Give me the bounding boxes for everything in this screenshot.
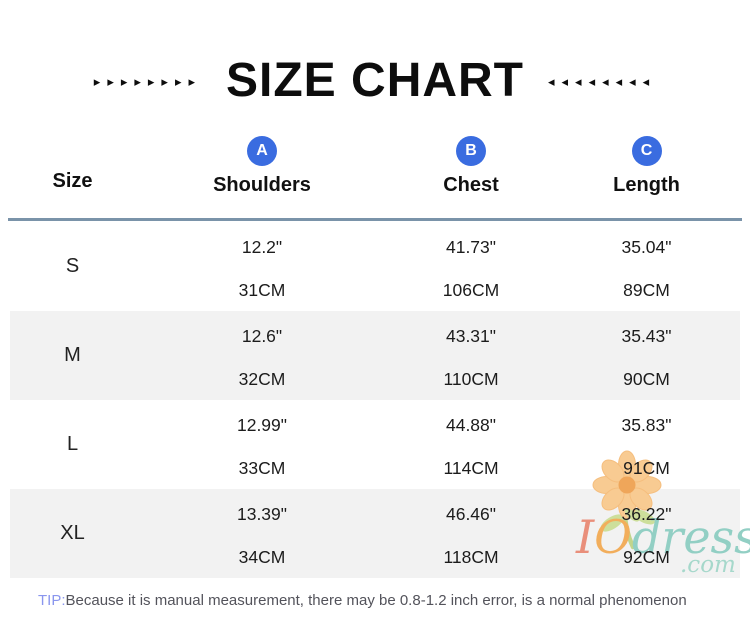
size-column-header: Size [52,169,93,192]
title-row: ▸▸▸▸▸▸▸▸ SIZE CHART ◂◂◂◂◂◂◂◂ [0,44,750,116]
value-cm: 92CM [623,547,670,567]
column-header-chest: B Chest [389,130,553,214]
tip-text: Because it is manual measurement, there … [65,592,687,609]
cell-length: 35.04" 89CM [553,222,740,311]
value-cm: 90CM [623,369,670,389]
tip-label: TIP: [38,592,66,609]
value-cm: 114CM [443,458,499,478]
table-header: Size A Shoulders B Chest C Length [10,130,740,214]
left-arrows-decoration: ▸▸▸▸▸▸▸▸ [93,74,202,90]
column-header-shoulders: A Shoulders [135,130,389,214]
cell-chest: 46.46" 118CM [389,489,553,578]
value-inches: 12.2" [241,237,283,257]
size-value: XL [60,522,85,544]
value-inches: 35.43" [621,326,672,346]
column-label-shoulders: Shoulders [213,174,311,196]
cell-chest: 43.31" 110CM [389,311,553,400]
size-value: L [66,433,79,455]
value-inches: 35.83" [621,415,672,435]
value-inches: 44.88" [445,415,496,435]
table-row-s: S 12.2" 31CM 41.73" 106CM 35.04" 89CM [10,222,740,311]
value-inches: 41.73" [445,237,496,257]
watermark-letter-i: I [575,510,595,564]
cell-shoulders: 12.2" 31CM [135,222,389,311]
value-inches: 13.39" [236,504,287,524]
badge-b-icon: B [456,136,486,166]
value-cm: 32CM [238,369,286,389]
column-header-length: C Length [553,130,740,214]
table-body: S 12.2" 31CM 41.73" 106CM 35.04" 89CM M … [10,222,740,578]
iodress-watermark-logo: IOdress .com [575,450,750,578]
right-arrows-decoration: ◂◂◂◂◂◂◂◂ [548,74,657,90]
value-cm: 89CM [623,280,670,300]
page-title: SIZE CHART [226,53,524,107]
cell-chest: 44.88" 114CM [389,400,553,489]
cell-shoulders: 12.6" 32CM [135,311,389,400]
watermark-tld: .com [680,552,736,578]
badge-a-icon: A [247,136,277,166]
value-cm: 106CM [442,280,500,300]
cell-length: 35.43" 90CM [553,311,740,400]
value-cm: 33CM [238,458,286,478]
column-label-chest: Chest [443,174,499,196]
value-inches: 12.99" [236,415,287,435]
value-inches: 46.46" [445,504,496,524]
cell-length: 36.22" 92CM [553,489,740,578]
table-row-l: L 12.99" 33CM 44.88" 114CM 35.83" 91CM [10,400,740,489]
value-inches: 35.04" [621,237,672,257]
value-cm: 91CM [623,458,670,478]
badge-c-icon: C [631,136,662,166]
table-row-m: M 12.6" 32CM 43.31" 110CM 35.43" 90CM [10,311,740,400]
value-cm: 110CM [443,369,499,389]
value-inches: 43.31" [445,326,496,346]
value-cm: 118CM [443,547,499,567]
size-value: M [64,344,81,366]
cell-shoulders: 12.99" 33CM [135,400,389,489]
value-inches: 12.6" [241,326,283,346]
size-value: S [65,255,80,277]
cell-shoulders: 13.39" 34CM [135,489,389,578]
svg-text:IOdress: IOdress [575,510,750,564]
value-cm: 31CM [238,280,286,300]
table-row-xl: XL 13.39" 34CM 46.46" 118CM 36.22" 92CM [10,489,740,578]
column-label-length: Length [613,174,680,196]
cell-length: 35.83" 91CM [553,400,740,489]
cell-chest: 41.73" 106CM [389,222,553,311]
watermark-letter-o: O [594,510,632,564]
tip-note: TIP:Because it is manual measurement, th… [38,592,687,609]
header-divider [8,218,742,221]
watermark-dress: dress [632,510,750,564]
value-cm: 34CM [238,547,286,567]
value-inches: 36.22" [621,504,672,524]
